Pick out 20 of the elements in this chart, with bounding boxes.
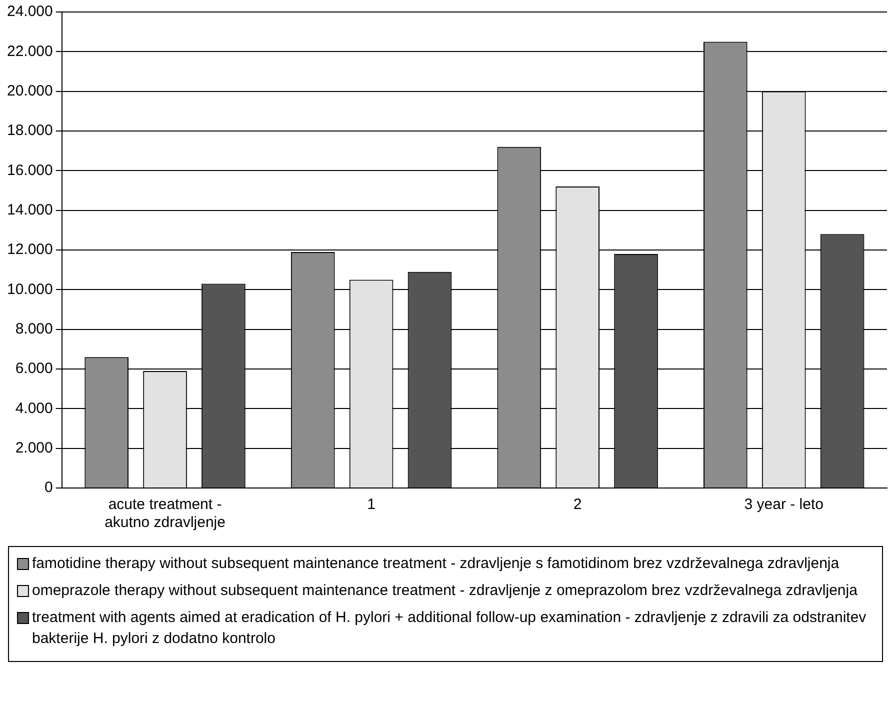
- y-tick-label: 20.000: [6, 82, 53, 100]
- legend-label: famotidine therapy without subsequent maintenance treatment - zdravljenje s famotidinom brez vzdrževalnega zdravljenja: [32, 554, 840, 574]
- y-tick-label: 0: [44, 479, 53, 496]
- y-tick-label: 2.000: [15, 439, 53, 456]
- legend-label: treatment with agents aimed at eradication of H. pylori + additional follow-up examination - zdravljenje z zdravili za odstranitev bakterije H. pylori z dodatno kontrolo: [32, 608, 868, 649]
- x-tick-label: acute treatment - akutno zdravljenje: [104, 496, 226, 532]
- y-tick-label: 22.000: [6, 42, 53, 60]
- y-tick-label: 8.000: [15, 320, 53, 338]
- y-tick-label: 4.000: [15, 400, 53, 417]
- y-tick-label: 14.000: [6, 201, 53, 218]
- y-tick-label: 18.000: [6, 122, 53, 140]
- x-tick-label: 3 year - leto: [744, 496, 824, 514]
- x-tick-label: 1: [367, 496, 376, 514]
- y-tick-label: 6.000: [15, 360, 53, 378]
- x-tick-label: 2: [573, 496, 582, 514]
- y-tick-label: 16.000: [6, 162, 53, 179]
- legend-label: omeprazole therapy without subsequent maintenance treatment - zdravljenje z omeprazolom brez vzdrževalnega zdravljenja: [32, 581, 858, 601]
- y-tick-label: 10.000: [6, 280, 53, 298]
- y-tick-label: 12.000: [6, 241, 53, 258]
- y-tick-label: 24.000: [6, 3, 53, 20]
